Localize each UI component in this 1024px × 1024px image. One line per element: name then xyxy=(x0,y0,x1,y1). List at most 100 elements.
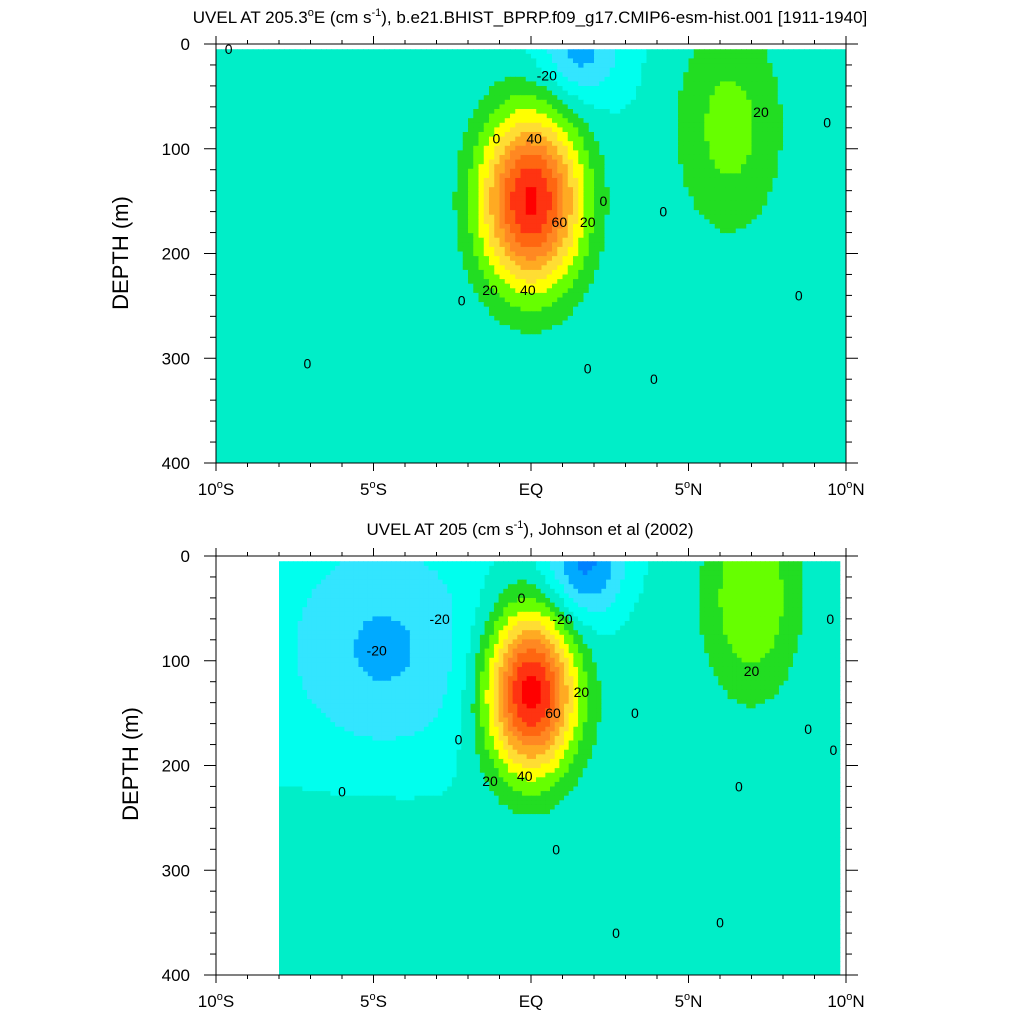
contour-cell xyxy=(494,72,501,78)
contour-cell xyxy=(651,200,658,207)
contour-cell xyxy=(399,196,406,202)
contour-cell xyxy=(730,49,737,55)
contour-cell xyxy=(525,168,532,174)
contour-cell xyxy=(415,141,422,147)
contour-cell xyxy=(741,233,747,239)
contour-cell xyxy=(420,122,427,128)
contour-cell xyxy=(284,81,291,87)
contour-cell xyxy=(793,118,800,124)
contour-cell xyxy=(578,104,585,110)
contour-cell xyxy=(300,154,306,161)
contour-cell xyxy=(720,182,726,188)
contour-cell xyxy=(499,187,506,193)
contour-cell xyxy=(588,90,595,96)
contour-cell xyxy=(714,159,721,165)
contour-cell xyxy=(762,95,768,101)
contour-cell xyxy=(452,196,459,202)
contour-cell xyxy=(420,131,427,138)
contour-cell xyxy=(237,168,243,174)
contour-cell xyxy=(368,196,375,202)
contour-cell xyxy=(300,219,306,225)
contour-cell xyxy=(541,223,548,230)
contour-cell xyxy=(809,86,816,92)
contour-cell xyxy=(830,95,837,101)
contour-cell xyxy=(363,191,369,197)
contour-cell xyxy=(725,228,732,234)
contour-cell xyxy=(804,53,810,60)
contour-cell xyxy=(567,76,574,83)
contour-cell xyxy=(552,214,558,220)
contour-cell xyxy=(231,187,238,193)
contour-cell xyxy=(630,131,637,138)
contour-cell xyxy=(347,131,354,138)
contour-cell xyxy=(289,90,296,96)
contour-cell xyxy=(268,136,275,142)
contour-cell xyxy=(762,131,768,138)
contour-cell xyxy=(336,154,343,161)
contour-cell xyxy=(767,95,774,101)
contour-cell xyxy=(483,150,490,156)
contour-cell xyxy=(252,223,259,230)
contour-cell xyxy=(300,49,306,55)
contour-cell xyxy=(457,223,464,230)
contour-cell xyxy=(651,177,658,184)
contour-cell xyxy=(478,219,485,225)
contour-cell xyxy=(557,223,564,230)
contour-cell xyxy=(630,118,637,124)
contour-cell xyxy=(725,210,732,216)
contour-cell xyxy=(321,81,327,87)
contour-cell xyxy=(725,122,732,128)
contour-cell xyxy=(504,127,511,133)
contour-cell xyxy=(326,177,333,184)
contour-cell xyxy=(305,219,312,225)
contour-cell xyxy=(510,191,516,197)
contour-cell xyxy=(426,164,432,170)
contour-cell xyxy=(310,191,317,197)
contour-cell xyxy=(300,113,306,119)
contour-cell xyxy=(263,191,270,197)
contour-cell xyxy=(284,90,291,96)
contour-cell xyxy=(809,58,816,64)
contour-cell xyxy=(410,196,417,202)
contour-cell xyxy=(525,67,532,73)
contour-cell xyxy=(378,187,385,193)
contour-cell xyxy=(478,177,485,184)
contour-cell xyxy=(473,118,480,124)
contour-cell xyxy=(741,90,747,96)
contour-cell xyxy=(221,86,228,92)
contour-cell xyxy=(499,223,506,230)
contour-cell xyxy=(431,141,438,147)
contour-cell xyxy=(326,122,333,128)
contour-cell xyxy=(636,104,642,110)
contour-cell xyxy=(552,237,558,243)
contour-cell xyxy=(268,58,275,64)
contour-cell xyxy=(825,90,831,96)
contour-cell xyxy=(373,95,380,101)
contour-cell xyxy=(284,76,291,83)
contour-cell xyxy=(510,72,516,78)
contour-cell xyxy=(531,67,537,73)
contour-cell xyxy=(231,122,238,128)
contour-cell xyxy=(294,173,301,179)
contour-cell xyxy=(725,168,732,174)
contour-cell xyxy=(415,99,422,106)
contour-cell xyxy=(620,113,627,119)
contour-field xyxy=(216,49,846,463)
contour-cell xyxy=(452,113,459,119)
contour-cell xyxy=(389,223,396,230)
contour-cell xyxy=(835,228,842,234)
contour-cell xyxy=(483,205,490,211)
contour-cell xyxy=(772,90,779,96)
contour-cell xyxy=(772,177,779,184)
contour-cell xyxy=(504,109,511,115)
contour-cell xyxy=(756,214,763,220)
contour-cell xyxy=(531,233,537,239)
contour-cell xyxy=(751,58,758,64)
contour-cell xyxy=(651,99,658,106)
contour-cell xyxy=(394,237,401,243)
contour-cell xyxy=(804,191,810,197)
contour-cell xyxy=(321,228,327,234)
contour-cell xyxy=(536,131,543,138)
contour-cell xyxy=(746,233,753,239)
contour-cell xyxy=(662,109,669,115)
